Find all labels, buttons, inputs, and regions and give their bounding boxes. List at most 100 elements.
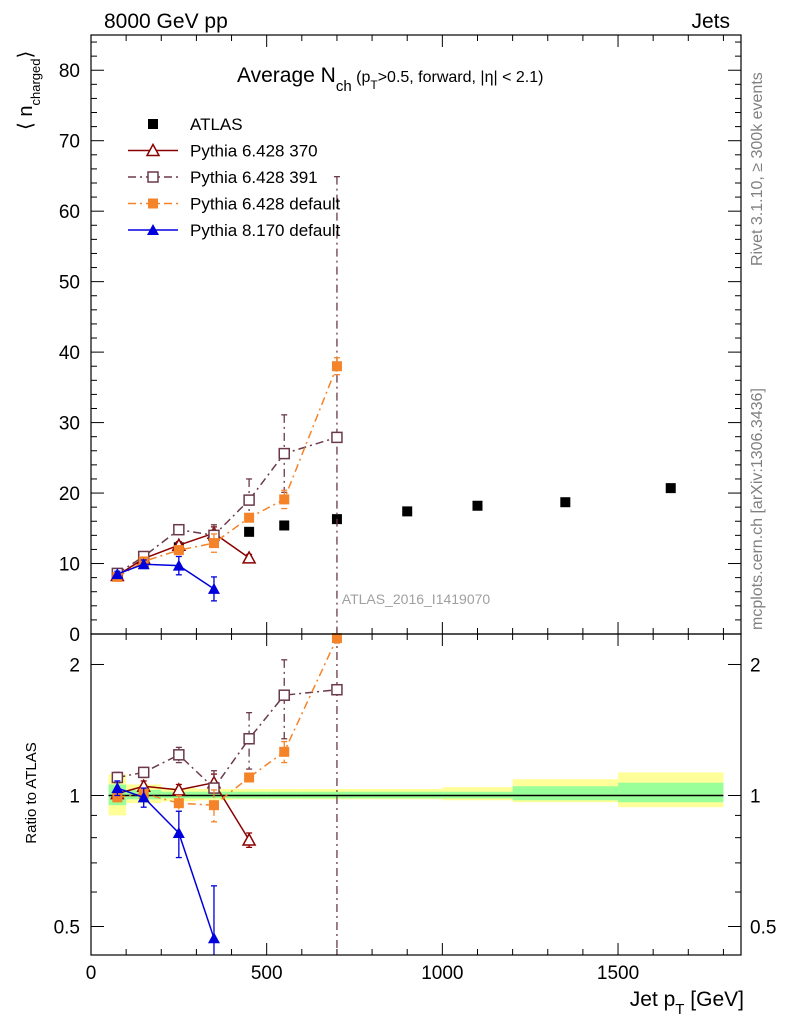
ratio-y-tick-label-left: 2 bbox=[69, 655, 80, 676]
legend-marker-pythia-6-428-default bbox=[148, 198, 158, 209]
y-tick-label: 80 bbox=[59, 61, 80, 82]
main-marker-pythia-6-428-391 bbox=[331, 431, 343, 444]
ratio-marker-pythia-8-170-default bbox=[111, 782, 124, 794]
main-marker-atlas bbox=[402, 506, 413, 517]
main-marker-pythia-6-428-391 bbox=[243, 494, 255, 506]
x-tick-label: 500 bbox=[251, 963, 283, 984]
header-left: 8000 GeV pp bbox=[104, 10, 228, 33]
plot-title-sub: ch bbox=[336, 78, 352, 95]
plot-title-main: Average N bbox=[237, 64, 336, 87]
ratio-marker-pythia-8-170-default bbox=[137, 791, 150, 803]
ratio-line-pythia-6-428-default bbox=[117, 637, 338, 806]
main-marker-pythia-6-428-391 bbox=[173, 523, 185, 536]
main-marker-pythia-8-170-default bbox=[172, 559, 185, 571]
legend-label-pythia-8-170-default: Pythia 8.170 default bbox=[190, 221, 341, 240]
legend-label-atlas: ATLAS bbox=[190, 115, 243, 134]
analysis-watermark: ATLAS_2016_I1419070 bbox=[342, 591, 491, 607]
ratio-ylabel: Ratio to ATLAS bbox=[23, 742, 40, 843]
main-ylabel: ⟨ ncharged⟩ bbox=[15, 51, 43, 130]
ratio-marker-pythia-6-428-default bbox=[208, 800, 219, 811]
main-marker-atlas bbox=[279, 520, 290, 531]
band-green bbox=[618, 782, 724, 803]
x-tick-label: 0 bbox=[86, 963, 97, 984]
main-marker-pythia-6-428-default bbox=[244, 512, 255, 523]
ratio-plot-frame bbox=[90, 633, 742, 956]
ratio-y-tick-label-left: 0.5 bbox=[54, 917, 80, 938]
ratio-marker-pythia-6-428-391 bbox=[243, 733, 255, 745]
plot-title-tail-rest: >0.5, forward, |η| < 2.1) bbox=[378, 69, 544, 86]
side-label-bottom: mcplots.cern.ch [arXiv:1306.3436] bbox=[749, 388, 766, 630]
main-marker-pythia-6-428-default bbox=[208, 538, 219, 549]
main-marker-atlas bbox=[472, 500, 483, 511]
legend-marker-atlas bbox=[148, 119, 158, 129]
ratio-marker-pythia-6-428-391 bbox=[173, 749, 185, 761]
main-marker-pythia-6-428-default bbox=[331, 361, 342, 372]
legend-entry-atlas: ATLAS bbox=[148, 115, 243, 134]
y-tick-label: 70 bbox=[59, 132, 80, 153]
y-tick-label: 20 bbox=[59, 484, 80, 505]
ratio-y-tick-label-right: 1 bbox=[750, 786, 761, 807]
ratio-marker-pythia-6-428-391 bbox=[278, 689, 290, 701]
y-tick-label: 40 bbox=[59, 343, 80, 364]
ratio-line-pythia-6-428-391 bbox=[117, 688, 338, 790]
main-marker-atlas bbox=[244, 526, 255, 537]
y-tick-label: 0 bbox=[69, 625, 80, 646]
x-tick-label: 1000 bbox=[421, 963, 463, 984]
main-line-pythia-8-170-default bbox=[117, 563, 215, 590]
ratio-marker-pythia-6-428-default bbox=[173, 798, 184, 809]
plot-title-tail: (p bbox=[352, 69, 371, 86]
ratio-uncertainty-bands bbox=[108, 772, 724, 816]
legend-label-pythia-6-428-370: Pythia 6.428 370 bbox=[190, 142, 318, 161]
ratio-y-tick-label-left: 1 bbox=[69, 786, 80, 807]
ratio-marker-pythia-8-170-default bbox=[207, 932, 220, 944]
main-marker-atlas bbox=[560, 497, 571, 508]
ratio-marker-pythia-6-428-default bbox=[244, 772, 255, 783]
x-tick-label: 1500 bbox=[597, 963, 639, 984]
legend-label-pythia-6-428-391: Pythia 6.428 391 bbox=[190, 168, 318, 187]
header-right: Jets bbox=[691, 10, 730, 33]
main-marker-pythia-8-170-default bbox=[207, 582, 220, 594]
main-marker-pythia-8-170-default bbox=[111, 568, 124, 580]
x-axis-label: Jet pT [GeV] bbox=[630, 988, 744, 1018]
x-axis-label-sub: T bbox=[675, 1001, 684, 1018]
ratio-marker-pythia-6-428-default bbox=[331, 633, 342, 644]
x-axis-label-unit: [GeV] bbox=[684, 988, 744, 1011]
legend-marker-pythia-6-428-370 bbox=[145, 142, 161, 157]
main-marker-pythia-6-428-default bbox=[173, 545, 184, 556]
y-tick-label: 60 bbox=[59, 202, 80, 223]
main-line-pythia-6-428-default bbox=[116, 365, 338, 578]
ratio-marker-pythia-6-428-default bbox=[112, 792, 123, 803]
main-ylabel-sub: charged bbox=[28, 59, 43, 106]
main-ylabel-end: ⟩ bbox=[15, 51, 37, 59]
y-tick-label: 30 bbox=[59, 414, 80, 435]
legend-label-pythia-6-428-default: Pythia 6.428 default bbox=[190, 195, 341, 214]
side-label-top: Rivet 3.1.10, ≥ 300k events bbox=[749, 72, 766, 266]
main-marker-pythia-6-428-370 bbox=[241, 550, 257, 564]
ratio-line-pythia-8-170-default bbox=[117, 787, 215, 939]
main-plot-frame bbox=[90, 34, 742, 635]
legend-marker-pythia-6-428-391 bbox=[147, 171, 159, 183]
main-marker-pythia-6-428-default bbox=[279, 494, 290, 505]
main-series bbox=[110, 175, 676, 635]
ratio-marker-pythia-6-428-391 bbox=[137, 766, 150, 779]
ratio-y-tick-label-right: 0.5 bbox=[750, 917, 776, 938]
main-line-pythia-6-428-391 bbox=[116, 436, 338, 575]
x-axis-label-main: Jet p bbox=[630, 988, 676, 1011]
y-tick-label: 50 bbox=[59, 273, 80, 294]
main-marker-atlas bbox=[665, 483, 676, 494]
y-tick-label: 10 bbox=[59, 555, 80, 576]
axis-ticks: 0 500 1000 1500 0 10 20 30 40 50 60 70 80 0.5 0.5 1 1 2 2 bbox=[54, 35, 776, 984]
main-marker-pythia-8-170-default bbox=[137, 558, 150, 570]
plot-title: Average Nch (pT>0.5, forward, |η| < 2.1) bbox=[237, 64, 543, 95]
ratio-y-tick-label-right: 2 bbox=[750, 655, 761, 676]
ratio-series bbox=[110, 633, 343, 955]
main-marker-pythia-6-428-391 bbox=[278, 447, 290, 460]
legend: ATLAS Pythia 6.428 370 Pythia 6.428 391 Pyt… bbox=[128, 115, 341, 240]
main-ylabel-main: ⟨ n bbox=[15, 106, 37, 130]
band-green bbox=[512, 786, 619, 801]
plot-title-tail-sub: T bbox=[370, 78, 378, 92]
legend-entry-pythia-8-170-default: Pythia 8.170 default bbox=[128, 221, 341, 240]
ratio-marker-pythia-8-170-default bbox=[172, 826, 185, 838]
ratio-marker-pythia-6-428-default bbox=[279, 746, 290, 757]
